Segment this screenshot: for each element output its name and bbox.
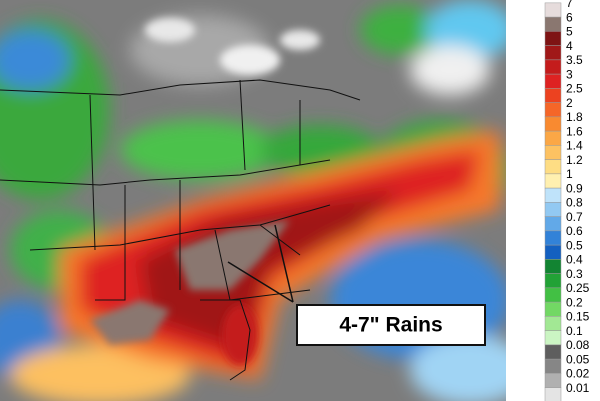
borders <box>0 79 361 381</box>
legend-swatch <box>544 31 562 46</box>
legend-swatch <box>544 159 562 175</box>
legend-swatch <box>544 45 562 61</box>
legend-label: 0.02 <box>566 367 590 381</box>
legend-swatch <box>544 287 562 303</box>
legend-swatch <box>544 387 562 401</box>
legend-swatch <box>544 116 562 132</box>
legend-label: 6 <box>566 10 573 24</box>
legend-swatch <box>544 344 562 360</box>
map-field <box>0 0 506 401</box>
legend-swatch <box>544 2 562 18</box>
legend-label: 0.2 <box>566 295 583 309</box>
legend-label: 1.2 <box>566 153 583 167</box>
legend-label: 2.5 <box>566 82 583 96</box>
legend-swatch <box>544 330 562 346</box>
legend-label: 0.08 <box>566 338 590 352</box>
legend-swatch <box>544 244 562 260</box>
annotation-text: 4-7" Rains <box>339 314 442 337</box>
legend-swatch <box>544 102 562 118</box>
legend-swatch <box>544 88 562 103</box>
legend-swatch <box>544 202 562 217</box>
legend-label: 0.5 <box>566 238 583 252</box>
legend-swatch <box>544 316 562 331</box>
legend-swatch <box>544 130 562 146</box>
legend-swatch <box>544 259 562 274</box>
legend-swatch <box>544 145 562 160</box>
legend-swatch <box>544 373 562 388</box>
pointer-line <box>274 224 294 303</box>
legend-swatch <box>544 301 562 317</box>
annotation-box <box>296 304 486 346</box>
legend-label: 2 <box>566 96 573 110</box>
legend-label: 1.6 <box>566 124 583 138</box>
legend-swatch <box>544 16 562 32</box>
legend-label: 0.7 <box>566 210 583 224</box>
legend-swatch <box>544 358 562 374</box>
legend-swatch <box>544 230 562 246</box>
legend-label: 0.25 <box>566 281 590 295</box>
legend-swatch <box>544 273 562 289</box>
legend-label: 1.4 <box>566 139 583 153</box>
legend-label: 0.4 <box>566 253 583 267</box>
annotation-group: 4-7" Rains <box>227 224 486 346</box>
legend-swatch <box>544 59 562 75</box>
legend-label: 0.9 <box>566 181 583 195</box>
legend-label: 1.8 <box>566 110 583 124</box>
legend-label: 5 <box>566 25 573 39</box>
legend-label: 0.1 <box>566 324 583 338</box>
legend-swatch <box>544 216 562 232</box>
legend-label: 3.5 <box>566 53 583 67</box>
legend-label: 7 <box>566 0 573 10</box>
legend-swatch <box>544 73 562 89</box>
legend-label: 0.15 <box>566 310 590 324</box>
legend-label: 1 <box>566 167 573 181</box>
legend-label: 3 <box>566 67 573 81</box>
legend-swatch <box>544 187 562 203</box>
legend-label: 0.05 <box>566 352 590 366</box>
legend-label: 0.3 <box>566 267 583 281</box>
legend-label: 0.8 <box>566 196 583 210</box>
legend-label: 0.01 <box>566 381 590 395</box>
legend-label: 4 <box>566 39 573 53</box>
legend-swatch <box>544 173 562 189</box>
legend: 76543.532.521.81.61.41.210.90.80.70.60.5… <box>544 0 590 401</box>
pointer-line <box>227 261 294 303</box>
legend-label: 0.6 <box>566 224 583 238</box>
